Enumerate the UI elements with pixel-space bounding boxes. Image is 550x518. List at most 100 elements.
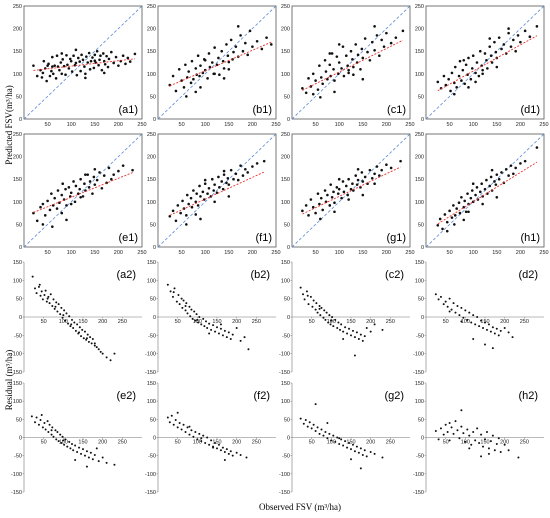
data-point [332, 67, 335, 71]
data-point [373, 48, 376, 52]
data-point [478, 441, 481, 444]
data-point [196, 204, 200, 207]
data-point [470, 189, 474, 192]
data-point [315, 302, 318, 305]
y-tick-label: 50 [150, 222, 156, 228]
data-point [361, 453, 364, 456]
data-point [351, 182, 354, 186]
y-tick-label: 0 [153, 117, 156, 123]
data-point [316, 88, 320, 91]
data-point [472, 338, 475, 340]
data-point [55, 301, 58, 304]
data-point [177, 294, 180, 296]
x-tick-label: 100 [67, 250, 76, 256]
data-point [499, 329, 502, 332]
data-point [454, 311, 457, 314]
panel-label: (d2) [518, 269, 538, 281]
data-point [299, 286, 302, 289]
data-point [110, 50, 113, 54]
x-tick-label: 250 [118, 440, 127, 446]
y-tick-label: 0 [421, 245, 424, 251]
identity-line [23, 5, 143, 120]
data-point [493, 449, 496, 452]
x-tick-label: 100 [59, 319, 68, 325]
panel-d1: 50 100 150 200 250 0 50 100 150 200 250 (d1) [415, 4, 549, 128]
data-point [174, 219, 178, 223]
y-tick-label: 250 [281, 4, 290, 10]
data-point [466, 318, 469, 321]
data-point [87, 456, 90, 459]
data-point [450, 426, 453, 429]
data-point [446, 305, 449, 308]
data-point [64, 438, 67, 441]
data-point [353, 336, 356, 339]
data-point [84, 72, 87, 76]
data-point [455, 207, 458, 210]
data-point [360, 171, 364, 174]
data-point [503, 327, 506, 329]
data-point [373, 452, 376, 455]
data-point [321, 208, 324, 212]
data-point [346, 64, 349, 67]
data-point [305, 290, 308, 293]
y-tick-label: 250 [281, 132, 290, 138]
data-point [37, 285, 40, 288]
data-point [449, 89, 452, 93]
x-tick-label: 150 [358, 122, 367, 128]
data-point [47, 295, 50, 298]
data-point [97, 63, 100, 67]
data-point [338, 443, 341, 446]
data-point [344, 184, 348, 188]
data-point [178, 303, 181, 306]
data-point [208, 322, 211, 325]
data-point [212, 324, 215, 327]
data-point [454, 420, 457, 423]
data-point [491, 347, 494, 350]
data-point [355, 445, 358, 448]
data-point [328, 63, 332, 67]
data-point [214, 441, 217, 444]
data-point [347, 177, 350, 181]
y-tick-label: 50 [150, 297, 156, 303]
data-point [368, 168, 372, 172]
data-point [210, 328, 213, 331]
panel-f1: 50 100 150 200 250 0 50 100 150 200 250 (f1) [147, 132, 281, 256]
data-point [434, 293, 437, 296]
data-point [99, 54, 102, 58]
panel-label: (e2) [116, 390, 136, 402]
data-point [322, 316, 325, 319]
data-point [43, 214, 47, 217]
data-point [245, 456, 248, 459]
data-point [306, 425, 309, 428]
data-point [350, 334, 352, 337]
y-tick-label: 100 [281, 399, 290, 405]
data-point [329, 183, 333, 186]
data-point [380, 168, 383, 172]
data-point [346, 193, 349, 197]
data-point [318, 202, 321, 206]
data-point [316, 192, 320, 195]
data-point [507, 27, 510, 30]
fit-line [169, 41, 272, 87]
data-point [323, 309, 326, 312]
y-tick-label: 250 [147, 4, 156, 10]
data-point [68, 57, 72, 61]
data-point [352, 189, 355, 192]
data-point [497, 177, 501, 181]
data-point [64, 73, 67, 77]
panel-a2: -150 -100 -50 0 50 100 150 50 100 150 200 250 (a2) [11, 260, 142, 376]
data-point [335, 55, 339, 58]
data-point [468, 434, 471, 437]
data-point [92, 66, 96, 70]
data-point [458, 437, 461, 440]
data-point [482, 327, 485, 329]
data-point [194, 90, 198, 94]
data-point [463, 199, 467, 203]
data-point [244, 167, 247, 171]
data-point [51, 225, 54, 228]
data-point [482, 445, 485, 448]
data-point [265, 36, 268, 39]
data-point [497, 36, 501, 39]
